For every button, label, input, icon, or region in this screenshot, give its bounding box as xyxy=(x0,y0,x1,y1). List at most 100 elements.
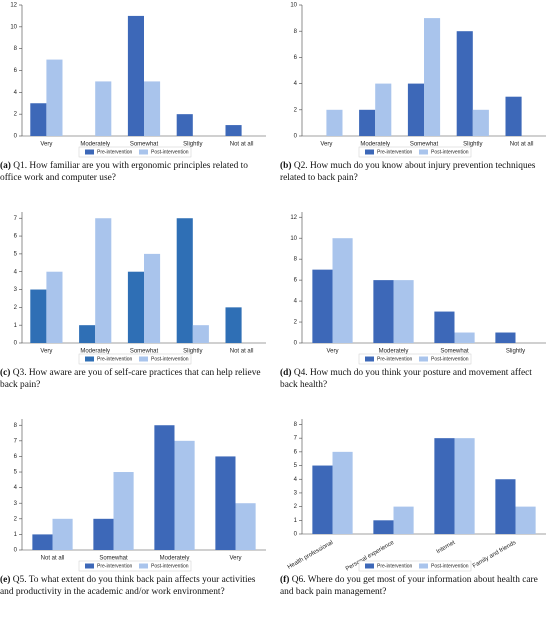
bar xyxy=(52,518,73,550)
x-tick-label: Slightly xyxy=(463,142,482,148)
y-tick-label: 10 xyxy=(290,3,297,9)
legend-box xyxy=(358,353,472,365)
bar xyxy=(176,114,193,136)
bar xyxy=(215,456,236,550)
x-tick-label: Very xyxy=(326,349,338,355)
bar xyxy=(434,438,455,534)
legend-box xyxy=(78,353,192,365)
y-tick-label: 2 xyxy=(294,504,298,510)
x-tick-label: Moderately xyxy=(379,349,409,355)
y-tick-label: 12 xyxy=(10,3,17,9)
caption-label: (c) xyxy=(0,368,11,378)
y-tick-label: 4 xyxy=(14,269,18,275)
bar xyxy=(176,218,193,343)
y-tick-label: 3 xyxy=(294,491,298,497)
y-tick-label: 3 xyxy=(14,287,18,293)
caption-text: Q4. How much do you think your posture a… xyxy=(280,368,532,390)
y-tick-label: 5 xyxy=(14,251,18,257)
x-tick-label: Very xyxy=(229,556,241,562)
bar xyxy=(30,289,47,343)
x-tick-label: Not at all xyxy=(230,142,254,148)
y-tick-label: 7 xyxy=(294,436,298,442)
x-tick-label: Very xyxy=(320,142,332,148)
bar xyxy=(373,280,394,343)
legend-label: Pre-intervention xyxy=(97,149,133,155)
caption-label: (a) xyxy=(0,161,11,171)
y-tick-label: 5 xyxy=(294,463,298,469)
bar xyxy=(312,269,333,343)
x-tick-label: Moderately xyxy=(160,556,190,562)
y-tick-label: 6 xyxy=(14,454,18,460)
y-tick-label: 7 xyxy=(14,438,18,444)
y-tick-label: 8 xyxy=(294,29,298,35)
bar xyxy=(515,506,536,534)
y-tick-label: 6 xyxy=(294,55,298,61)
caption: (a) Q1. How familiar are you with ergono… xyxy=(0,160,270,184)
y-tick-label: 6 xyxy=(294,449,298,455)
y-tick-label: 8 xyxy=(14,423,18,429)
y-tick-label: 6 xyxy=(294,278,298,284)
x-tick-label: Health professional xyxy=(287,540,334,571)
bar xyxy=(235,503,256,550)
x-tick-label: Very xyxy=(40,142,52,148)
x-tick-label: Somewhat xyxy=(440,349,469,355)
bar xyxy=(373,520,394,534)
x-tick-label: Somewhat xyxy=(99,556,128,562)
bar xyxy=(424,18,441,137)
legend-swatch xyxy=(365,356,374,362)
y-tick-label: 2 xyxy=(294,107,298,113)
legend-label: Post-intervention xyxy=(151,563,189,569)
legend-label: Pre-intervention xyxy=(377,149,413,155)
bar xyxy=(454,438,475,534)
y-tick-label: 1 xyxy=(294,518,298,524)
bar xyxy=(46,271,63,343)
y-tick-label: 5 xyxy=(14,470,18,476)
legend-box xyxy=(358,146,472,158)
y-tick-label: 6 xyxy=(14,68,18,74)
bar xyxy=(407,83,424,136)
y-tick-label: 10 xyxy=(290,236,297,242)
y-tick-label: 2 xyxy=(14,516,18,522)
legend-label: Post-intervention xyxy=(431,563,469,569)
x-tick-label: Somewhat xyxy=(130,349,159,355)
y-tick-label: 4 xyxy=(294,477,298,483)
caption-label: (b) xyxy=(280,161,292,171)
caption-text: Q6. Where do you get most of your inform… xyxy=(280,575,538,597)
chart: 0 2 4 6 8 10 12 Very Moderately Somewhat Slightly N… xyxy=(10,3,266,158)
legend-swatch xyxy=(85,356,94,362)
bar xyxy=(393,506,414,534)
legend-label: Post-intervention xyxy=(151,149,189,155)
y-tick-label: 1 xyxy=(14,323,18,329)
bar xyxy=(332,451,353,534)
y-tick-label: 10 xyxy=(10,24,17,30)
bar xyxy=(326,109,343,136)
x-tick-label: Slightly xyxy=(183,142,202,148)
caption-label: (d) xyxy=(280,368,292,378)
y-tick-label: 6 xyxy=(14,234,18,240)
legend-swatch xyxy=(139,563,148,569)
caption: (f) Q6. Where do you get most of your in… xyxy=(280,574,550,598)
legend-label: Pre-intervention xyxy=(377,563,413,569)
y-tick-label: 0 xyxy=(14,341,18,347)
x-tick-label: Slightly xyxy=(183,349,202,355)
caption: (b) Q2. How much do you know about injur… xyxy=(280,160,550,184)
bar xyxy=(144,81,161,136)
chart: 0 1 2 3 4 5 6 7 8 Not at all Somewhat Moderately Ver… xyxy=(14,419,266,572)
bar xyxy=(375,83,392,136)
bar xyxy=(332,238,353,343)
y-tick-label: 0 xyxy=(294,532,298,538)
legend-box xyxy=(78,146,192,158)
bar xyxy=(495,332,516,343)
y-tick-label: 4 xyxy=(14,90,18,96)
x-tick-label: Moderately xyxy=(80,142,110,148)
chart-panel: 0 2 4 6 8 10 12 Very Moderately Somewhat Slightly P… xyxy=(280,207,550,412)
caption-label: (e) xyxy=(0,575,11,585)
caption: (d) Q4. How much do you think your postu… xyxy=(280,367,550,391)
y-tick-label: 0 xyxy=(294,134,298,140)
chart-panel: 0 1 2 3 4 5 6 7 8 Health professional Personal exp… xyxy=(280,414,550,619)
legend-label: Pre-intervention xyxy=(377,356,413,362)
chart-panel: 0 1 2 3 4 5 6 7 8 Not at all Somewhat Moderately Ver… xyxy=(0,414,270,619)
legend-label: Pre-intervention xyxy=(97,356,133,362)
